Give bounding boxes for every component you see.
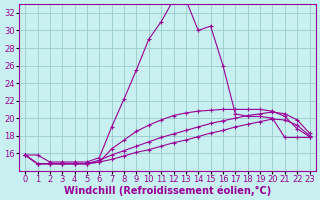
X-axis label: Windchill (Refroidissement éolien,°C): Windchill (Refroidissement éolien,°C) xyxy=(64,185,271,196)
